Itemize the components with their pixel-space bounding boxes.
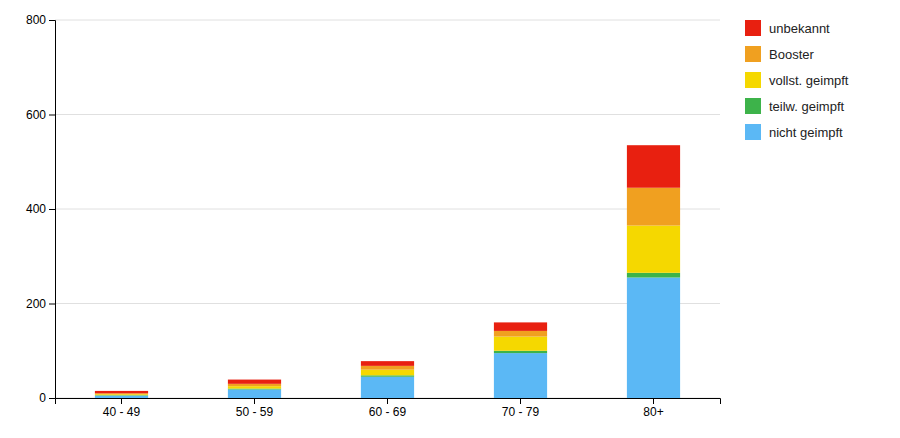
- chart: 0 200 400 600 800 40 - 49 50 - 59 60 - 69 70 - 7…: [0, 0, 900, 438]
- y-tick: 200: [26, 297, 55, 311]
- bar-segment: [627, 145, 680, 188]
- legend-label: nicht geimpft: [769, 125, 843, 140]
- bar-segment: [228, 389, 281, 398]
- bar-segment: [95, 396, 148, 398]
- bar-segment: [361, 375, 414, 376]
- bar-segment: [494, 351, 547, 353]
- bar-segment: [494, 337, 547, 351]
- x-tick-mark: [653, 398, 654, 404]
- y-tick: 400: [26, 202, 55, 216]
- legend-swatch: [745, 124, 761, 140]
- bar-segment: [627, 188, 680, 226]
- series: [95, 226, 680, 396]
- x-tick-mark: [520, 398, 521, 404]
- bar-segment: [95, 391, 148, 393]
- bar-segment: [627, 226, 680, 273]
- x-axis-line: [56, 399, 721, 405]
- grid-line: [55, 20, 720, 21]
- series: [95, 273, 680, 396]
- y-tick-mark: [49, 20, 55, 21]
- x-tick-label: 50 - 59: [236, 405, 274, 419]
- legend-label: Booster: [769, 47, 814, 62]
- legend-item: unbekannt: [745, 20, 830, 36]
- series: [95, 145, 680, 393]
- bar-segment: [361, 377, 414, 398]
- y-axis-line: [49, 21, 56, 399]
- bar-segment: [228, 380, 281, 384]
- legend: unbekannt Booster vollst. geimpft teilw. ge…: [745, 20, 849, 140]
- y-tick-label: 200: [26, 297, 46, 311]
- bars: [95, 145, 680, 398]
- x-tick-mark: [387, 398, 388, 404]
- x-tick-label: 70 - 79: [502, 405, 540, 419]
- grid-line: [55, 209, 720, 210]
- x-tick-label: 40 - 49: [103, 405, 141, 419]
- series: [95, 188, 680, 394]
- legend-swatch: [745, 72, 761, 88]
- y-tick-label: 400: [26, 202, 46, 216]
- grid-line: [55, 303, 720, 304]
- bar-segment: [494, 331, 547, 337]
- plot: 0 200 400 600 800 40 - 49 50 - 59 60 - 69 70 - 7…: [26, 13, 721, 418]
- legend-item: Booster: [745, 46, 814, 62]
- legend-label: unbekannt: [769, 21, 830, 36]
- bar-segment: [95, 395, 148, 396]
- legend-label: teilw. geimpft: [769, 99, 845, 114]
- x-tick: 70 - 79: [502, 398, 540, 419]
- legend-swatch: [745, 98, 761, 114]
- y-tick-mark: [49, 398, 55, 399]
- legend-item: nicht geimpft: [745, 124, 843, 140]
- bar-segment: [627, 273, 680, 278]
- bar-segment: [95, 394, 148, 396]
- series: [95, 278, 680, 398]
- x-tick-label: 80+: [643, 405, 663, 419]
- legend-swatch: [745, 46, 761, 62]
- y-tick: 800: [26, 13, 55, 27]
- bar-segment: [494, 353, 547, 398]
- x-tick: 80+: [643, 398, 663, 419]
- legend-swatch: [745, 20, 761, 36]
- y-tick: 0: [39, 391, 55, 405]
- x-tick-mark: [121, 398, 122, 404]
- x-tick: 60 - 69: [369, 398, 407, 419]
- x-tick: 40 - 49: [103, 398, 141, 419]
- bar-segment: [494, 322, 547, 331]
- legend-item: teilw. geimpft: [745, 98, 845, 114]
- bar-segment: [361, 370, 414, 376]
- bar-segment: [627, 278, 680, 398]
- y-tick-mark: [49, 115, 55, 116]
- grid-line: [55, 114, 720, 115]
- y-tick-mark: [49, 304, 55, 305]
- y-tick-label: 800: [26, 13, 46, 27]
- y-tick-mark: [49, 209, 55, 210]
- x-axis: 40 - 49 50 - 59 60 - 69 70 - 79 80+: [56, 398, 721, 419]
- y-tick-label: 0: [39, 391, 46, 405]
- grid: [55, 20, 720, 398]
- legend-item: vollst. geimpft: [745, 72, 849, 88]
- bar-segment: [228, 384, 281, 386]
- legend-label: vollst. geimpft: [769, 73, 849, 88]
- x-tick-mark: [254, 398, 255, 404]
- bar-segment: [361, 366, 414, 370]
- bar-segment: [228, 386, 281, 388]
- y-tick-label: 600: [26, 108, 46, 122]
- x-tick-label: 60 - 69: [369, 405, 407, 419]
- y-tick: 600: [26, 108, 55, 122]
- y-axis: 0 200 400 600 800: [26, 13, 56, 405]
- x-tick: 50 - 59: [236, 398, 274, 419]
- bar-segment: [361, 361, 414, 366]
